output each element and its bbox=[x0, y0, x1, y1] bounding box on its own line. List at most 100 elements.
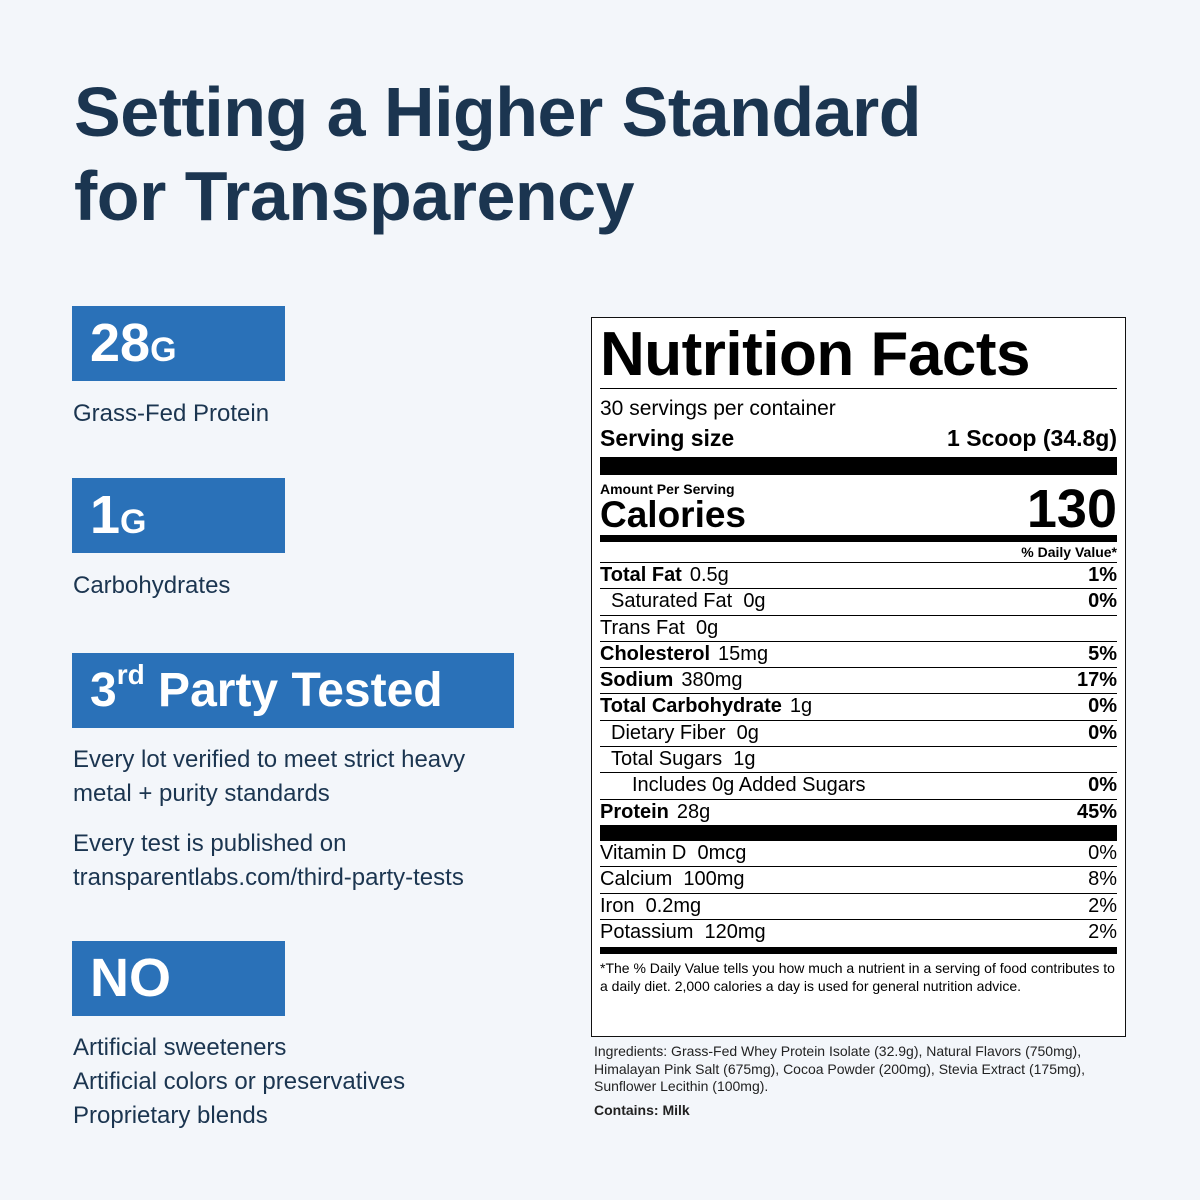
feature-text: Artificial sweeteners Artificial colors … bbox=[73, 1031, 405, 1133]
nutrient-amount: 28g bbox=[676, 800, 711, 823]
nutrient: Sodium 380mg bbox=[600, 668, 743, 693]
nutrient-name: Protein bbox=[600, 800, 669, 823]
calories: Calories 130 bbox=[600, 482, 1117, 536]
vitamin-amount: 0.2mg bbox=[645, 894, 702, 917]
feature-text: Every lot verified to meet strict heavy … bbox=[73, 743, 465, 811]
title-line: for Transparency bbox=[74, 157, 635, 235]
nf-title: Nutrition Facts bbox=[600, 322, 1117, 389]
nutrient-name: Trans Fat bbox=[600, 616, 685, 639]
nutrient-amount: 0.5g bbox=[689, 564, 729, 586]
vitamin-rows: Vitamin D 0mcg 0% Calcium 100mg 8% Iron 0.2m… bbox=[600, 841, 1117, 945]
nutrient-row: Trans Fat 0g bbox=[600, 614, 1117, 641]
badge-value: NO bbox=[90, 948, 171, 1008]
daily-value: 0% bbox=[1088, 774, 1117, 797]
calories-value: 130 bbox=[1026, 479, 1117, 539]
nutrient-row: Includes 0g Added Sugars 0% bbox=[600, 772, 1117, 798]
daily-value: 0% bbox=[1088, 590, 1117, 613]
nutrient: Cholesterol 15mg bbox=[600, 642, 768, 667]
feature-text: Every test is published on transparentla… bbox=[73, 827, 464, 895]
vitamin-amount: 120mg bbox=[704, 920, 766, 943]
label: Serving size bbox=[600, 425, 735, 451]
nutrient-name: Sodium bbox=[600, 669, 674, 692]
nutrient-name: Cholesterol bbox=[600, 642, 711, 665]
title-line: Setting a Higher Standard bbox=[74, 73, 922, 151]
badge: 1G bbox=[72, 478, 285, 553]
serving-size: Serving size 1 Scoop (34.8g) bbox=[600, 423, 1117, 453]
nutrient-row: Total Sugars 1g bbox=[600, 746, 1117, 772]
daily-value: 45% bbox=[1076, 800, 1117, 823]
text-line: Every lot verified to meet strict heavy bbox=[73, 746, 466, 773]
daily-value: 1% bbox=[1088, 564, 1117, 586]
nutrient-name: Total Sugars bbox=[611, 748, 723, 771]
vitamin-name: Vitamin D bbox=[600, 841, 687, 864]
text-line: transparentlabs.com/third-party-tests bbox=[73, 864, 464, 891]
badge: 28G bbox=[72, 306, 285, 381]
feature-text: Carbohydrates bbox=[73, 572, 231, 599]
nutrient-row: Sodium 380mg 17% bbox=[600, 667, 1117, 693]
medium-rule bbox=[600, 535, 1117, 542]
daily-value: 5% bbox=[1088, 642, 1117, 665]
feature-text: Grass-Fed Protein bbox=[73, 400, 270, 427]
title: Setting a Higher Standard for Transparen… bbox=[74, 70, 922, 238]
vitamin-amount: 0mcg bbox=[697, 841, 747, 864]
daily-value: 0% bbox=[1088, 721, 1117, 744]
badge-text: Party Tested bbox=[158, 664, 443, 717]
nutrient-amount: 0g bbox=[736, 721, 759, 744]
nutrient-amount: 0g bbox=[743, 590, 766, 613]
daily-value: 2% bbox=[1088, 920, 1117, 943]
amount-per-serving: Amount Per Serving bbox=[600, 481, 735, 497]
nutrient-row: Protein 28g 45% bbox=[600, 798, 1117, 825]
nutrient: Includes 0g Added Sugars bbox=[600, 773, 871, 798]
nutrition-facts: Nutrition Facts 30 servings per containe… bbox=[591, 317, 1126, 1037]
nutrient: Trans Fat 0g bbox=[600, 616, 718, 641]
vitamin-row: Potassium 120mg 2% bbox=[600, 918, 1117, 945]
servings: 30 servings per container bbox=[600, 397, 836, 420]
vitamin: Potassium 120mg bbox=[600, 920, 766, 945]
badge-sup: rd bbox=[116, 659, 145, 690]
badge: 3rd Party Tested bbox=[72, 653, 514, 728]
footnote: *The % Daily Value tells you how much a … bbox=[600, 960, 1115, 994]
nutrient-rows: Total Fat 0.5g 1% Saturated Fat 0g 0% Trans F… bbox=[600, 562, 1117, 825]
badge-value: 1 bbox=[90, 485, 121, 545]
nutrient: Total Carbohydrate 1g bbox=[600, 694, 812, 719]
nutrient: Dietary Fiber 0g bbox=[600, 721, 759, 746]
nutrient-name: Total Fat bbox=[600, 564, 682, 586]
nutrient-name: Saturated Fat bbox=[611, 590, 733, 613]
text-line: Every test is published on bbox=[73, 830, 347, 857]
badge-value: 28 bbox=[90, 313, 151, 373]
badge-unit: G bbox=[150, 331, 177, 369]
text-line: Artificial colors or preservatives bbox=[73, 1068, 406, 1095]
nutrient-name: Includes 0g Added Sugars bbox=[632, 774, 866, 797]
vitamin-row: Iron 0.2mg 2% bbox=[600, 892, 1117, 919]
nutrient-amount: 1g bbox=[789, 695, 813, 718]
vitamin: Calcium 100mg bbox=[600, 867, 745, 892]
badge: NO bbox=[72, 941, 285, 1016]
daily-value: 0% bbox=[1088, 841, 1117, 864]
nutrient-row: Cholesterol 15mg 5% bbox=[600, 640, 1117, 667]
text-line: Proprietary blends bbox=[73, 1102, 268, 1129]
nutrient-amount: 15mg bbox=[718, 642, 769, 665]
nutrient-row: Dietary Fiber 0g 0% bbox=[600, 719, 1117, 746]
nutrient-amount: 1g bbox=[733, 748, 756, 771]
medium-rule bbox=[600, 947, 1117, 955]
contains: Contains: Milk bbox=[594, 1102, 690, 1118]
thick-rule bbox=[600, 457, 1117, 475]
calories-label: Calories bbox=[600, 494, 747, 535]
vitamin-name: Calcium bbox=[600, 868, 673, 891]
dv-header: % Daily Value* bbox=[1021, 544, 1117, 560]
nutrient-row: Total Fat 0.5g 1% bbox=[600, 562, 1117, 588]
vitamin-amount: 100mg bbox=[683, 868, 745, 891]
nutrient-name: Total Carbohydrate bbox=[600, 695, 782, 718]
daily-value: 17% bbox=[1076, 669, 1117, 692]
vitamin-name: Iron bbox=[600, 894, 635, 917]
vitamin: Iron 0.2mg bbox=[600, 894, 701, 919]
nutrient-amount: 380mg bbox=[681, 669, 743, 692]
badge-unit: G bbox=[120, 503, 147, 541]
text-line: metal + purity standards bbox=[73, 780, 330, 807]
nutrient-row: Total Carbohydrate 1g 0% bbox=[600, 693, 1117, 719]
nutrient: Saturated Fat 0g bbox=[600, 589, 766, 614]
badge-value: 3 bbox=[90, 664, 117, 717]
daily-value: 0% bbox=[1088, 695, 1117, 718]
nutrient-name: Dietary Fiber bbox=[611, 721, 726, 744]
